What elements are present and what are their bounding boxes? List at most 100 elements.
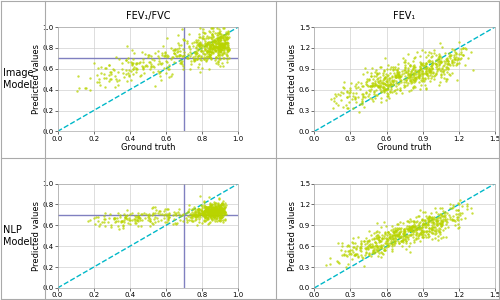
Point xyxy=(388,227,396,232)
Point xyxy=(134,211,142,216)
Point xyxy=(125,73,133,78)
Point xyxy=(98,220,106,225)
Point xyxy=(442,77,450,82)
Point xyxy=(201,213,209,218)
Point xyxy=(172,212,179,217)
Point xyxy=(216,215,224,220)
Point xyxy=(354,94,362,99)
Point xyxy=(218,209,226,214)
Point xyxy=(214,59,222,64)
Point xyxy=(444,61,452,66)
Point xyxy=(406,76,414,81)
Point xyxy=(188,209,196,214)
Point xyxy=(389,233,397,238)
Point xyxy=(432,236,440,240)
Point xyxy=(422,72,430,77)
Point xyxy=(205,204,213,209)
Point xyxy=(428,60,436,65)
Point xyxy=(172,47,179,52)
Point xyxy=(216,214,224,219)
Point xyxy=(206,41,214,46)
Point xyxy=(442,212,450,217)
Point xyxy=(395,73,403,78)
Point xyxy=(375,235,383,239)
Point xyxy=(346,250,354,255)
Point xyxy=(217,202,225,206)
Point xyxy=(222,32,230,37)
Point xyxy=(211,36,219,41)
Point xyxy=(394,230,402,235)
Point xyxy=(434,215,442,220)
Point xyxy=(224,37,232,42)
Point xyxy=(212,212,220,216)
Point xyxy=(426,67,434,72)
Point xyxy=(404,61,412,66)
Point xyxy=(442,217,450,222)
Point xyxy=(221,34,229,39)
Point xyxy=(406,231,414,236)
Point xyxy=(156,70,164,75)
Point xyxy=(370,245,378,250)
Point xyxy=(220,46,228,51)
Point xyxy=(212,48,220,53)
Point xyxy=(432,65,440,70)
Point xyxy=(204,41,212,46)
Point xyxy=(206,52,214,57)
Point xyxy=(418,74,426,78)
Point xyxy=(214,26,222,30)
Point xyxy=(364,253,372,258)
Point xyxy=(466,206,474,210)
Point xyxy=(222,35,230,40)
Point xyxy=(382,83,390,88)
Point xyxy=(352,246,360,250)
Point xyxy=(424,232,432,237)
Point xyxy=(206,209,214,214)
Point xyxy=(216,38,224,43)
Point xyxy=(206,30,214,35)
Point xyxy=(221,41,229,46)
Point xyxy=(343,90,351,94)
Point xyxy=(440,76,448,80)
Point xyxy=(192,209,200,214)
Point xyxy=(336,93,344,98)
Point xyxy=(454,56,462,60)
Point xyxy=(115,57,123,62)
Point xyxy=(396,74,404,79)
Point xyxy=(434,67,442,71)
Point xyxy=(130,218,138,223)
Point xyxy=(216,35,224,40)
Point xyxy=(160,213,168,218)
Point xyxy=(356,245,364,250)
Point xyxy=(218,45,226,50)
Point xyxy=(194,213,202,218)
Point xyxy=(419,72,427,76)
Point xyxy=(394,239,402,244)
Point xyxy=(202,36,210,41)
Point xyxy=(419,209,427,214)
Point xyxy=(414,213,422,218)
Point xyxy=(209,28,217,33)
Point xyxy=(208,39,216,44)
Point xyxy=(416,67,424,71)
Point xyxy=(408,77,416,82)
Point xyxy=(424,214,432,219)
Point xyxy=(376,245,384,250)
Point xyxy=(189,213,197,218)
Point xyxy=(210,39,218,44)
Point xyxy=(206,39,214,44)
Point xyxy=(218,202,226,206)
Point xyxy=(425,69,433,74)
Point xyxy=(208,206,216,210)
Point xyxy=(218,35,226,40)
Point xyxy=(210,207,218,212)
Point xyxy=(376,82,384,87)
Point xyxy=(196,42,204,46)
Point xyxy=(216,41,224,46)
Point xyxy=(410,70,418,75)
Point xyxy=(156,71,164,76)
Point xyxy=(364,88,372,93)
Point xyxy=(390,241,398,246)
Point xyxy=(203,50,211,55)
Point xyxy=(415,225,423,230)
Point xyxy=(376,243,384,248)
